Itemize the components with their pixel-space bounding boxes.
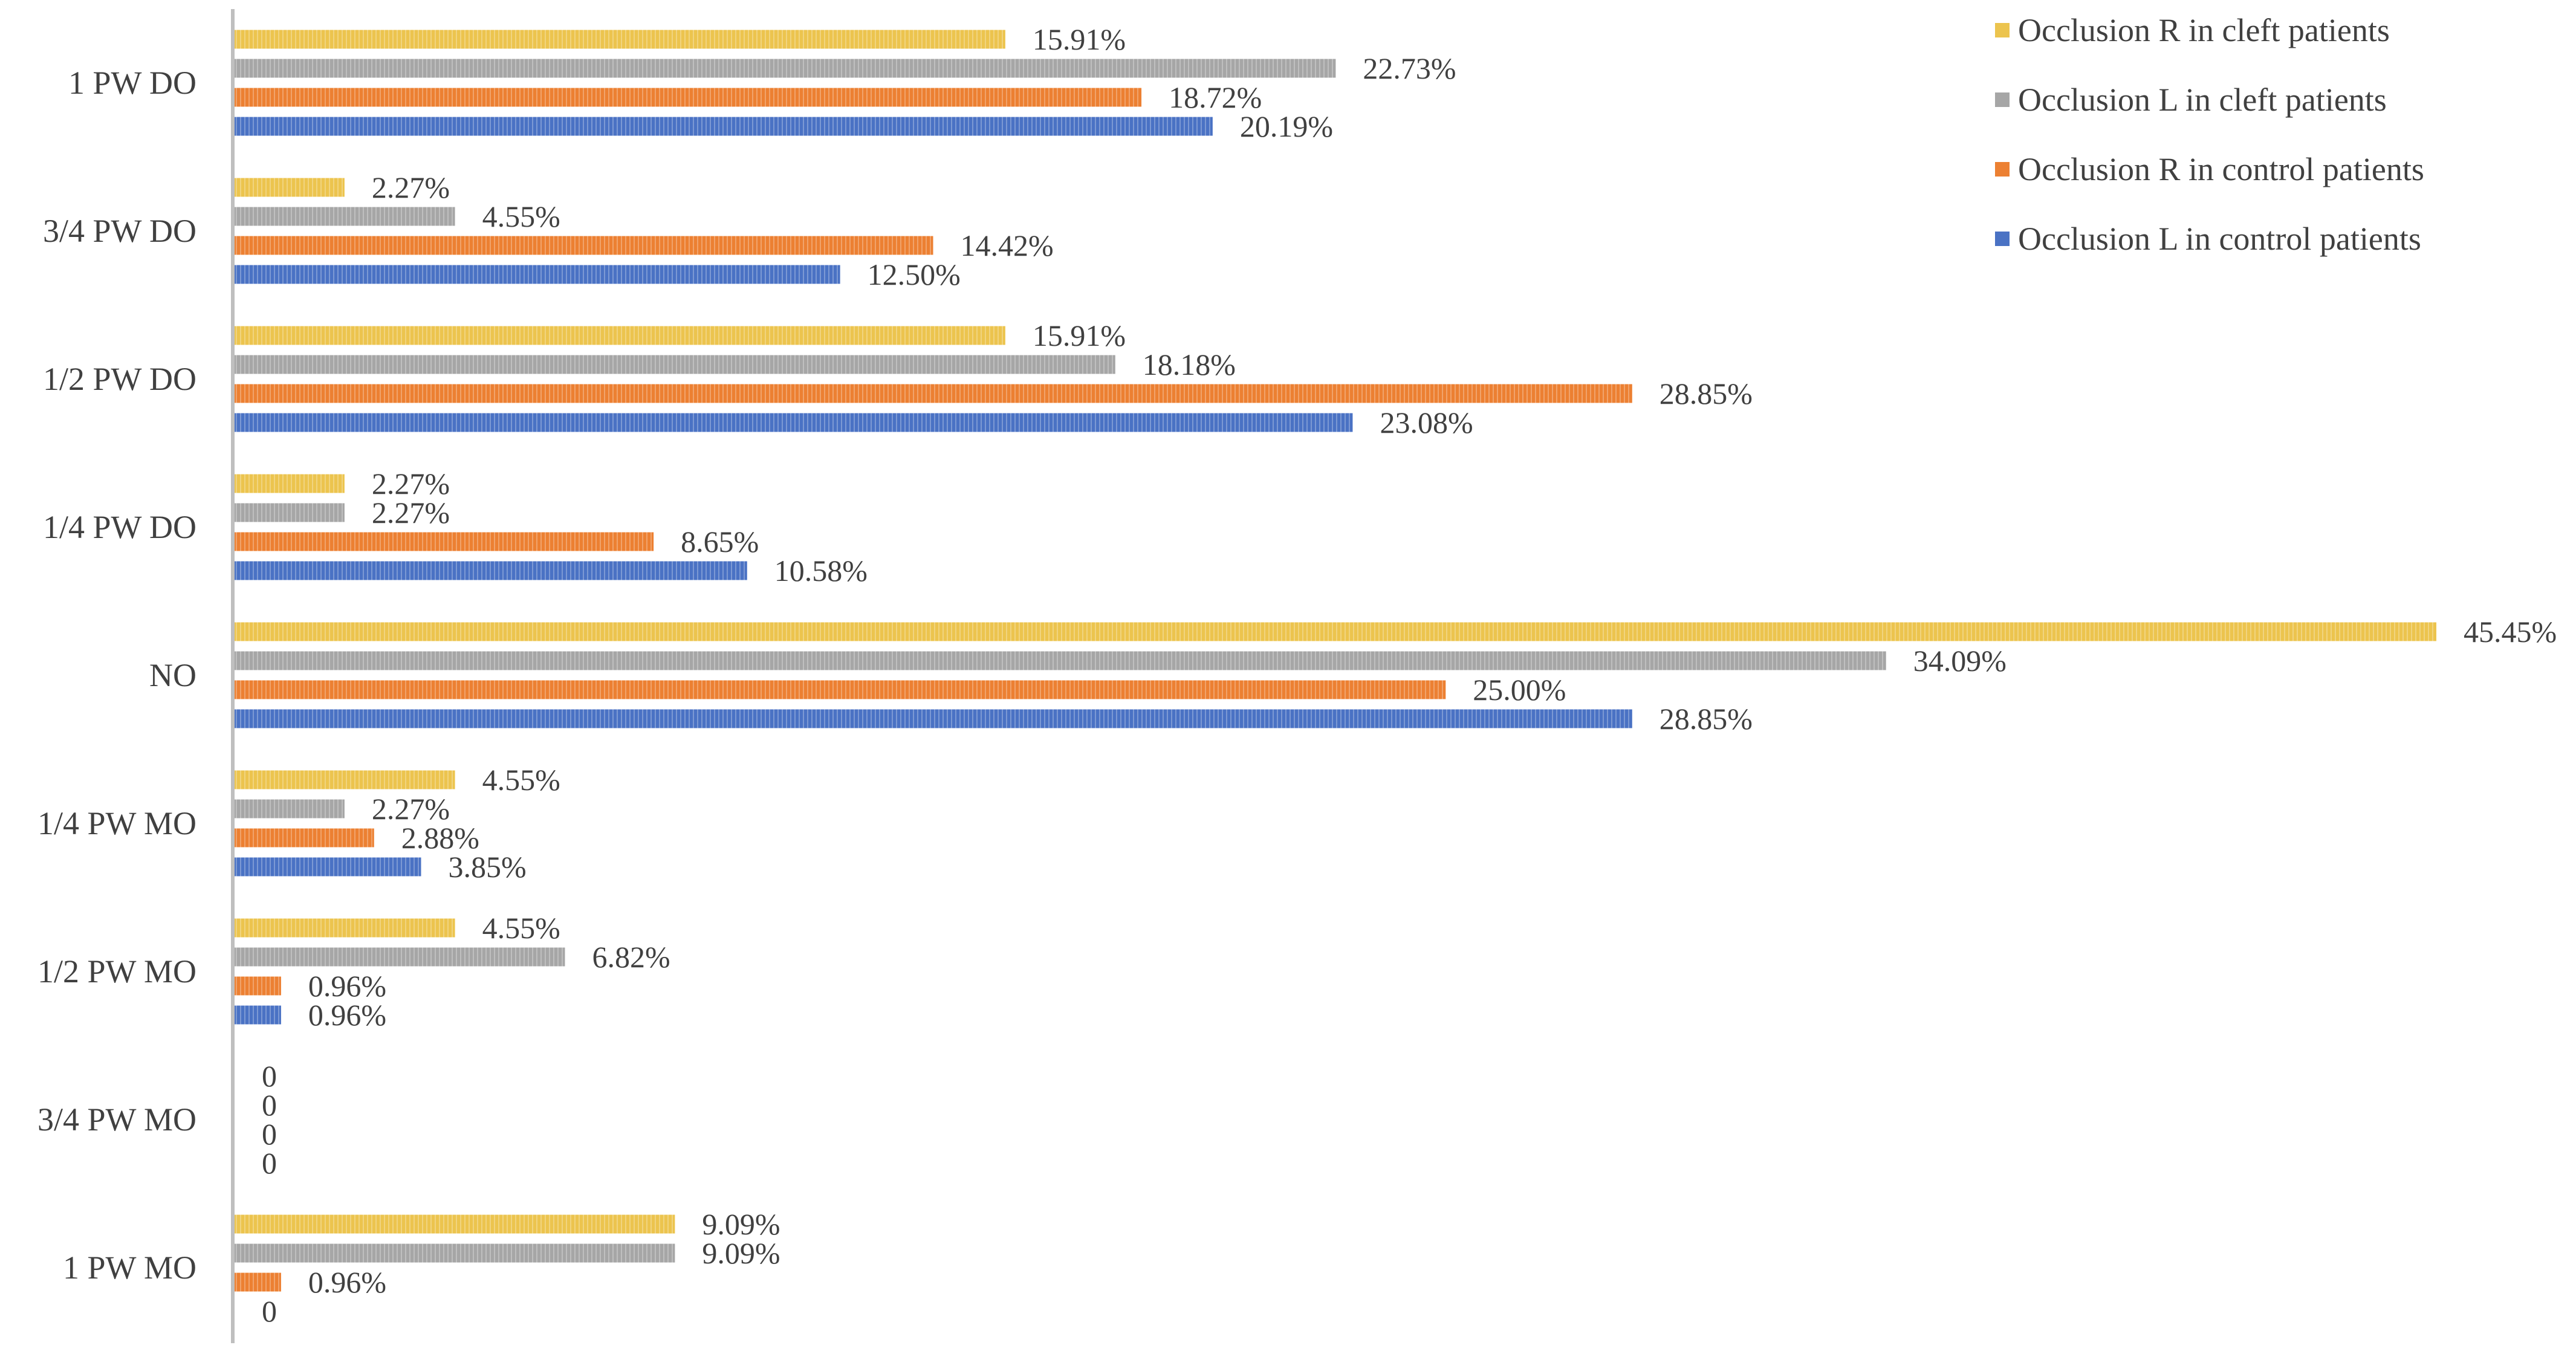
data-labels: 15.91% 22.73% 18.72%20.19% 2.27% 4.55% 14.42%… [262, 22, 2557, 1328]
bar [235, 947, 565, 967]
bar [235, 355, 1115, 374]
data-label: 18.72% [1169, 80, 1262, 114]
data-label: 2.27% [372, 792, 450, 826]
data-label: 4.55% [482, 763, 560, 797]
data-label: 20.19% [1240, 109, 1333, 143]
bar [235, 828, 374, 848]
bar [235, 918, 455, 938]
bar [235, 1243, 675, 1263]
legend: Occlusion R in cleft patients Occlusion L… [1995, 12, 2424, 257]
data-label: 28.85% [1659, 377, 1753, 410]
data-label: 0.96% [308, 969, 386, 1003]
legend-swatch [1995, 92, 2010, 107]
bars [235, 30, 2436, 1292]
data-label: 18.18% [1143, 348, 1236, 381]
category-label: 1/4 PW DO [43, 509, 196, 545]
category-label: 1 PW DO [68, 65, 196, 101]
bar [235, 384, 1632, 403]
data-label: 25.00% [1473, 673, 1566, 707]
bar [235, 680, 1446, 699]
legend-label: Occlusion L in control patients [2018, 221, 2421, 257]
data-label: 45.45% [2464, 615, 2557, 649]
data-label: 2.27% [372, 467, 450, 501]
data-label: 12.50% [868, 258, 961, 291]
bar [235, 1214, 675, 1234]
data-label: 0 [262, 1088, 277, 1122]
category-labels: 1 PW DO 3/4 PW DO 1/2 PW DO 1/4 PW DO NO 1/4 … [37, 65, 196, 1286]
data-label: 9.09% [702, 1236, 780, 1270]
category-label: 1/2 PW DO [43, 361, 196, 397]
data-label: 0.96% [308, 998, 386, 1032]
bar [235, 413, 1353, 432]
category-label: NO [149, 657, 196, 693]
data-label: 9.09% [702, 1207, 780, 1241]
data-label: 10.58% [774, 554, 868, 588]
data-label: 3.85% [449, 850, 527, 884]
data-label: 0 [262, 1146, 277, 1180]
bar [235, 88, 1142, 107]
legend-label: Occlusion R in cleft patients [2018, 12, 2390, 48]
data-label: 14.42% [961, 228, 1054, 262]
bar [235, 651, 1886, 670]
data-label: 0 [262, 1294, 277, 1328]
bar [235, 1005, 281, 1025]
data-label: 2.88% [401, 821, 479, 855]
bar [235, 561, 747, 580]
bar [235, 474, 345, 493]
data-label: 8.65% [681, 525, 759, 559]
category-label: 1/2 PW MO [37, 953, 196, 990]
data-label: 2.27% [372, 496, 450, 530]
bar [235, 59, 1336, 78]
bar [235, 532, 654, 551]
data-label: 15.91% [1033, 319, 1126, 352]
legend-swatch [1995, 162, 2010, 177]
legend-swatch [1995, 23, 2010, 37]
category-label: 1 PW MO [63, 1249, 196, 1286]
bar [235, 178, 345, 197]
bar [235, 30, 1005, 49]
bar [235, 236, 933, 255]
bar [235, 622, 2436, 641]
data-label: 34.09% [1913, 644, 2007, 678]
bar [235, 799, 345, 818]
category-label: 3/4 PW MO [37, 1101, 196, 1138]
legend-label: Occlusion L in cleft patients [2018, 82, 2387, 118]
data-label: 0.96% [308, 1265, 386, 1299]
data-label: 15.91% [1033, 22, 1126, 56]
category-label: 1/4 PW MO [37, 805, 196, 841]
legend-label: Occlusion R in control patients [2018, 151, 2424, 187]
data-label: 28.85% [1659, 702, 1753, 736]
bar [235, 976, 281, 996]
bar [235, 770, 455, 789]
bar [235, 857, 421, 877]
bar [235, 326, 1005, 345]
bar [235, 207, 455, 226]
data-label: 4.55% [482, 911, 560, 945]
bar [235, 265, 840, 284]
data-label: 2.27% [372, 170, 450, 204]
bar [235, 1272, 281, 1292]
bar [235, 117, 1213, 136]
data-label: 23.08% [1380, 406, 1473, 439]
legend-swatch [1995, 232, 2010, 246]
data-label: 0 [262, 1117, 277, 1151]
category-label: 3/4 PW DO [43, 213, 196, 249]
bar [235, 709, 1632, 728]
data-label: 0 [262, 1059, 277, 1093]
bar [235, 503, 345, 522]
data-label: 4.55% [482, 199, 560, 233]
data-label: 6.82% [592, 940, 670, 974]
data-label: 22.73% [1363, 51, 1456, 85]
